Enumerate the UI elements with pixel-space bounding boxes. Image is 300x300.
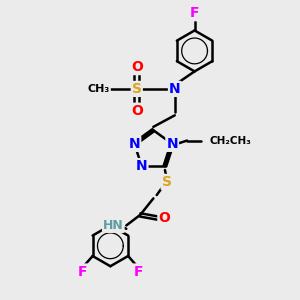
Text: F: F [78, 265, 88, 278]
Text: S: S [162, 175, 172, 189]
Text: CH₂CH₃: CH₂CH₃ [209, 136, 251, 146]
Text: N: N [129, 137, 140, 151]
Text: O: O [131, 60, 143, 74]
Text: O: O [158, 211, 170, 225]
Text: S: S [132, 82, 142, 96]
Text: N: N [166, 137, 178, 151]
Text: N: N [169, 82, 181, 96]
Text: N: N [136, 159, 148, 173]
Text: CH₃: CH₃ [88, 84, 110, 94]
Text: F: F [133, 265, 143, 278]
Text: HN: HN [103, 219, 124, 232]
Text: O: O [131, 104, 143, 118]
Text: F: F [190, 6, 199, 20]
